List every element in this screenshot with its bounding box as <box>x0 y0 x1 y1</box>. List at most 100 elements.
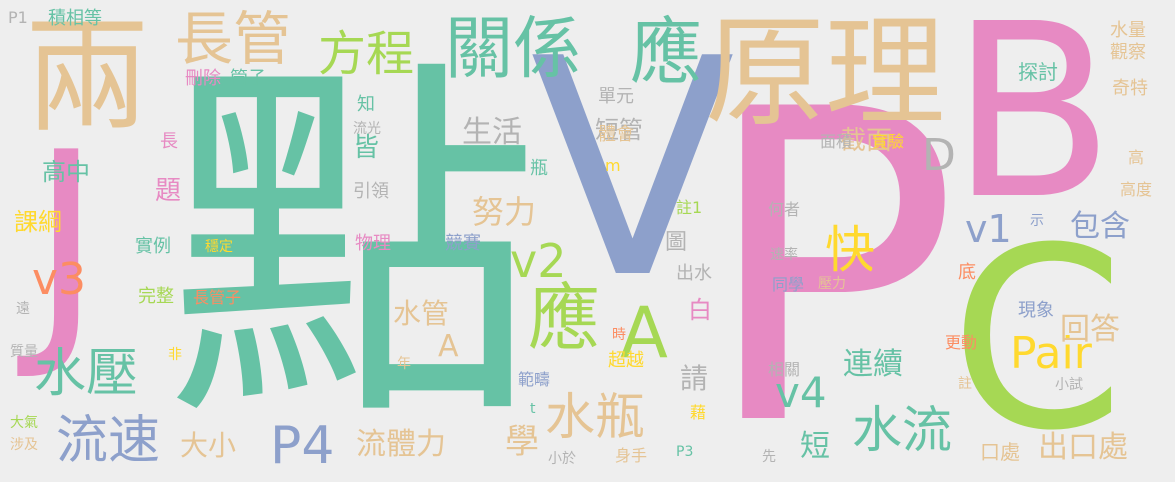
word-danyuan: 單元 <box>598 86 634 107</box>
word-shi: 示 <box>1030 213 1044 229</box>
word-dian: 點 <box>165 31 540 467</box>
word-fanchou: 範疇 <box>518 370 551 389</box>
word-wending: 穩定 <box>205 239 233 255</box>
word-kegang: 課綱 <box>14 208 62 236</box>
word-shuiya: 水壓 <box>34 344 139 404</box>
word-v1: v1 <box>965 207 1012 251</box>
word-fangcheng: 方程 <box>318 26 415 82</box>
word-p3: P3 <box>676 444 694 460</box>
word-mianji: 面積 <box>820 132 853 151</box>
word-shenghuo: 生活 <box>462 115 522 150</box>
word-changguan: 長管 <box>175 5 292 73</box>
word-duan: 短 <box>800 429 830 464</box>
word-tantao: 探討 <box>1018 60 1058 84</box>
word-duanguan: 短管 <box>595 116 643 144</box>
word-tu: 圖 <box>665 230 688 255</box>
word-gengdong: 更動 <box>945 333 978 352</box>
word-v3: v3 <box>32 254 87 305</box>
word-jiemian: 截面 <box>840 126 893 156</box>
word-huida: 回答 <box>1060 312 1120 347</box>
word-guanzi: 管子 <box>230 68 266 89</box>
word-j: J <box>30 100 103 385</box>
word-zhiliang: 質量 <box>10 344 38 360</box>
word-chang: 長 <box>160 131 178 152</box>
word-yinling: 引領 <box>353 181 389 202</box>
word-shiyan: 實驗 <box>872 132 905 151</box>
word-p1: P1 <box>8 8 28 27</box>
word-shanchu: 刪除 <box>185 68 221 89</box>
word-guanxi: 關係 <box>445 10 582 89</box>
word-t: t <box>530 401 536 417</box>
word-zhu1: 註1 <box>676 198 703 217</box>
word-wuli: 物理 <box>355 233 391 254</box>
word-sheji: 涉及 <box>10 437 38 453</box>
word-v4: v4 <box>775 368 827 417</box>
word-ping: 瓶 <box>530 158 548 179</box>
word-qite: 奇特 <box>1112 78 1148 99</box>
word-v2: v2 <box>510 234 567 288</box>
word-di: 底 <box>958 262 976 283</box>
word-p4: P4 <box>270 416 335 476</box>
word-shuiliu: 水流 <box>852 401 952 459</box>
word-ying-top: 應 <box>630 10 703 94</box>
word-fei: 非 <box>168 347 182 363</box>
word-kuai: 快 <box>825 221 875 279</box>
word-tongxue: 同學 <box>772 275 805 294</box>
word-tihui: 體會 <box>598 124 634 145</box>
word-chukouchu: 出口處 <box>1038 430 1128 465</box>
word-baohan: 包含 <box>1070 209 1130 244</box>
word-ti: 題 <box>155 176 182 206</box>
word-yali: 壓力 <box>818 276 846 292</box>
word-shili: 實例 <box>135 236 171 257</box>
word-b: B <box>950 0 1115 252</box>
word-v: V <box>530 0 736 344</box>
word-shenshou: 身手 <box>615 446 648 465</box>
word-qing: 請 <box>680 362 709 395</box>
word-zhi: 知 <box>357 94 375 115</box>
word-bai: 白 <box>688 296 712 324</box>
word-guancha: 觀察 <box>1110 42 1146 63</box>
word-zhu: 註 <box>958 376 972 392</box>
word-chaoyue: 超越 <box>608 350 644 371</box>
word-xiaoshi: 小試 <box>1055 377 1083 393</box>
word-wanzheng: 完整 <box>138 286 174 307</box>
word-xiaoyu: 小於 <box>548 451 576 467</box>
word-nian: 年 <box>397 356 411 372</box>
word-changguanzi: 長管子 <box>193 288 242 307</box>
word-gao: 高 <box>1128 148 1145 167</box>
word-c: C <box>950 194 1125 482</box>
word-liang: 兩 <box>25 5 150 150</box>
word-jixiangdeng: 積相等 <box>48 8 102 29</box>
word-hezhe: 何者 <box>768 200 801 219</box>
word-jingsai: 競賽 <box>445 233 481 254</box>
word-nuli: 努力 <box>472 193 537 231</box>
word-d: D <box>922 130 956 181</box>
word-daqi: 大氣 <box>10 415 38 431</box>
word-gaozhong: 高中 <box>42 158 90 186</box>
word-a-large: A <box>620 292 668 374</box>
word-a-small: A <box>438 329 459 364</box>
word-shuiping: 水瓶 <box>545 388 645 446</box>
word-xian: 先 <box>762 449 776 465</box>
word-jie3: 藉 <box>690 403 707 422</box>
word-gaodu: 高度 <box>1120 180 1153 199</box>
word-sulv: 速率 <box>770 247 798 263</box>
word-shuiliang: 水量 <box>1110 20 1146 41</box>
word-liuguang: 流光 <box>353 121 381 137</box>
word-shi2: 時 <box>612 327 626 343</box>
word-liusu: 流速 <box>56 411 161 471</box>
word-xue: 學 <box>505 422 539 462</box>
word-chushui: 出水 <box>676 263 712 284</box>
word-xianxiang: 現象 <box>1018 300 1054 321</box>
word-kouchu: 口處 <box>980 440 1020 464</box>
word-lianxu: 連續 <box>843 347 903 382</box>
word-p: P <box>700 20 960 482</box>
word-jie2: 截 <box>870 253 887 272</box>
word-m: m <box>605 156 621 175</box>
word-daxiao: 大小 <box>180 429 237 462</box>
word-pair: Pair <box>1010 328 1092 379</box>
word-yuan: 遠 <box>16 301 30 317</box>
word-jie: 皆 <box>353 133 380 163</box>
word-liutili: 流體力 <box>356 427 446 462</box>
